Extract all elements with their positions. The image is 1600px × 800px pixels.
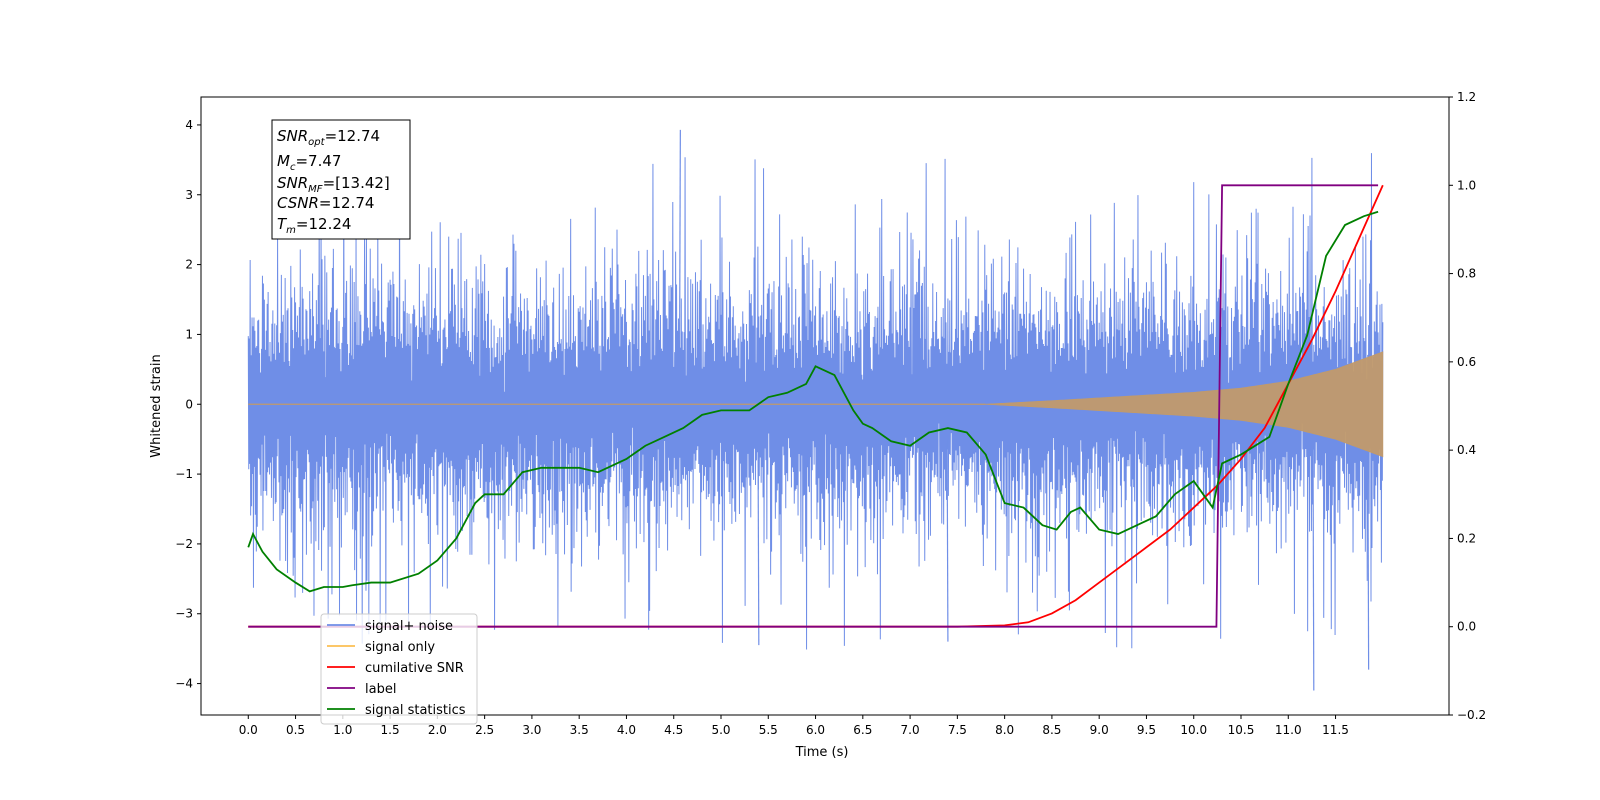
x-tick-label: 7.0: [901, 723, 920, 737]
y2-tick-label: 0.6: [1457, 355, 1476, 369]
y-tick-label: 0: [185, 397, 193, 411]
y-tick-label: −4: [175, 677, 193, 691]
noise-spike: [946, 404, 949, 642]
x-tick-label: 5.5: [759, 723, 778, 737]
x-tick-label: 1.0: [333, 723, 352, 737]
cumilative-snr-line: [248, 184, 1384, 628]
y-tick-label: 4: [185, 118, 193, 132]
y-axis-right: −0.2 0.0 0.2 0.4 0.6 0.8 1.0 1.2: [1449, 90, 1486, 722]
legend-label: signal only: [365, 640, 435, 655]
x-tick-label: 11.5: [1322, 723, 1349, 737]
legend-label: label: [365, 682, 396, 697]
y-tick-label: 3: [185, 188, 193, 202]
x-tick-label: 9.0: [1090, 723, 1109, 737]
legend-label: signal+ noise: [365, 619, 453, 634]
legend-frame: [320, 613, 478, 725]
right-axis-series: [247, 184, 1384, 628]
x-tick-label: 8.5: [1042, 723, 1061, 737]
y2-tick-label: 0.8: [1457, 267, 1476, 281]
noise-spike: [1312, 404, 1315, 691]
x-tick-label: 3.5: [570, 723, 589, 737]
info-mc: Mc=7.47: [277, 152, 341, 173]
y2-tick-label: 0.0: [1457, 620, 1476, 634]
info-snr-mf: SNRMF=[13.42]: [277, 174, 390, 195]
x-tick-label: 6.0: [806, 723, 825, 737]
signal-statistics-line: [247, 210, 1379, 593]
x-tick-label: 10.5: [1228, 723, 1255, 737]
label-line: [248, 184, 1379, 628]
signal-only-series: [248, 351, 1384, 458]
y-tick-label: −3: [175, 607, 193, 621]
x-tick-label: 5.0: [711, 723, 730, 737]
y-axis-label: Whitened strain: [149, 354, 164, 457]
legend: signal+ noise signal only cumilative SNR la…: [320, 613, 478, 725]
x-tick-label: 0.5: [286, 723, 305, 737]
x-tick-label: 9.5: [1137, 723, 1156, 737]
plot-frame: [200, 96, 1450, 716]
y2-tick-label: −0.2: [1457, 708, 1486, 722]
signal-chirp-band: [985, 351, 1384, 458]
y2-tick-label: 0.4: [1457, 443, 1476, 457]
y2-tick-label: 1.2: [1457, 90, 1476, 104]
info-tm: Tm=12.24: [277, 215, 351, 236]
info-box: SNRopt=12.74 Mc=7.47 SNRMF=[13.42] CSNR=…: [271, 119, 411, 240]
x-tick-label: 8.0: [995, 723, 1014, 737]
info-csnr: CSNR=12.74: [277, 194, 374, 212]
info-snr-opt: SNRopt=12.74: [277, 127, 380, 148]
x-tick-label: 1.5: [381, 723, 400, 737]
noise-spike: [678, 129, 681, 405]
x-tick-label: 11.0: [1275, 723, 1302, 737]
legend-label: signal statistics: [365, 703, 466, 718]
x-tick-label: 0.0: [239, 723, 258, 737]
legend-label: cumilative SNR: [365, 661, 464, 676]
x-tick-label: 10.0: [1180, 723, 1207, 737]
y2-tick-label: 1.0: [1457, 178, 1476, 192]
x-tick-label: 6.5: [853, 723, 872, 737]
x-tick-label: 2.5: [475, 723, 494, 737]
noise-spike: [757, 404, 760, 646]
x-tick-label: 4.0: [617, 723, 636, 737]
y-tick-label: −2: [175, 537, 193, 551]
noise-line: [247, 153, 1384, 650]
x-tick-label: 4.5: [664, 723, 683, 737]
x-tick-label: 7.5: [948, 723, 967, 737]
x-tick-label: 2.0: [428, 723, 447, 737]
x-tick-label: 3.0: [522, 723, 541, 737]
x-axis: 0.0 0.5 1.0 1.5 2.0 2.5 3.0 3.5 4.0 4.5 5.0 5.5 6.0 6…: [239, 715, 1349, 737]
info-box-frame: [271, 119, 411, 240]
y2-tick-label: 0.2: [1457, 531, 1476, 545]
y-axis-left: −4 −3 −2 −1 0 1 2 3 4: [175, 118, 201, 691]
y-tick-label: 2: [185, 258, 193, 272]
x-axis-label: Time (s): [795, 745, 849, 760]
y-tick-label: −1: [175, 467, 193, 481]
y-tick-label: 1: [185, 327, 193, 341]
